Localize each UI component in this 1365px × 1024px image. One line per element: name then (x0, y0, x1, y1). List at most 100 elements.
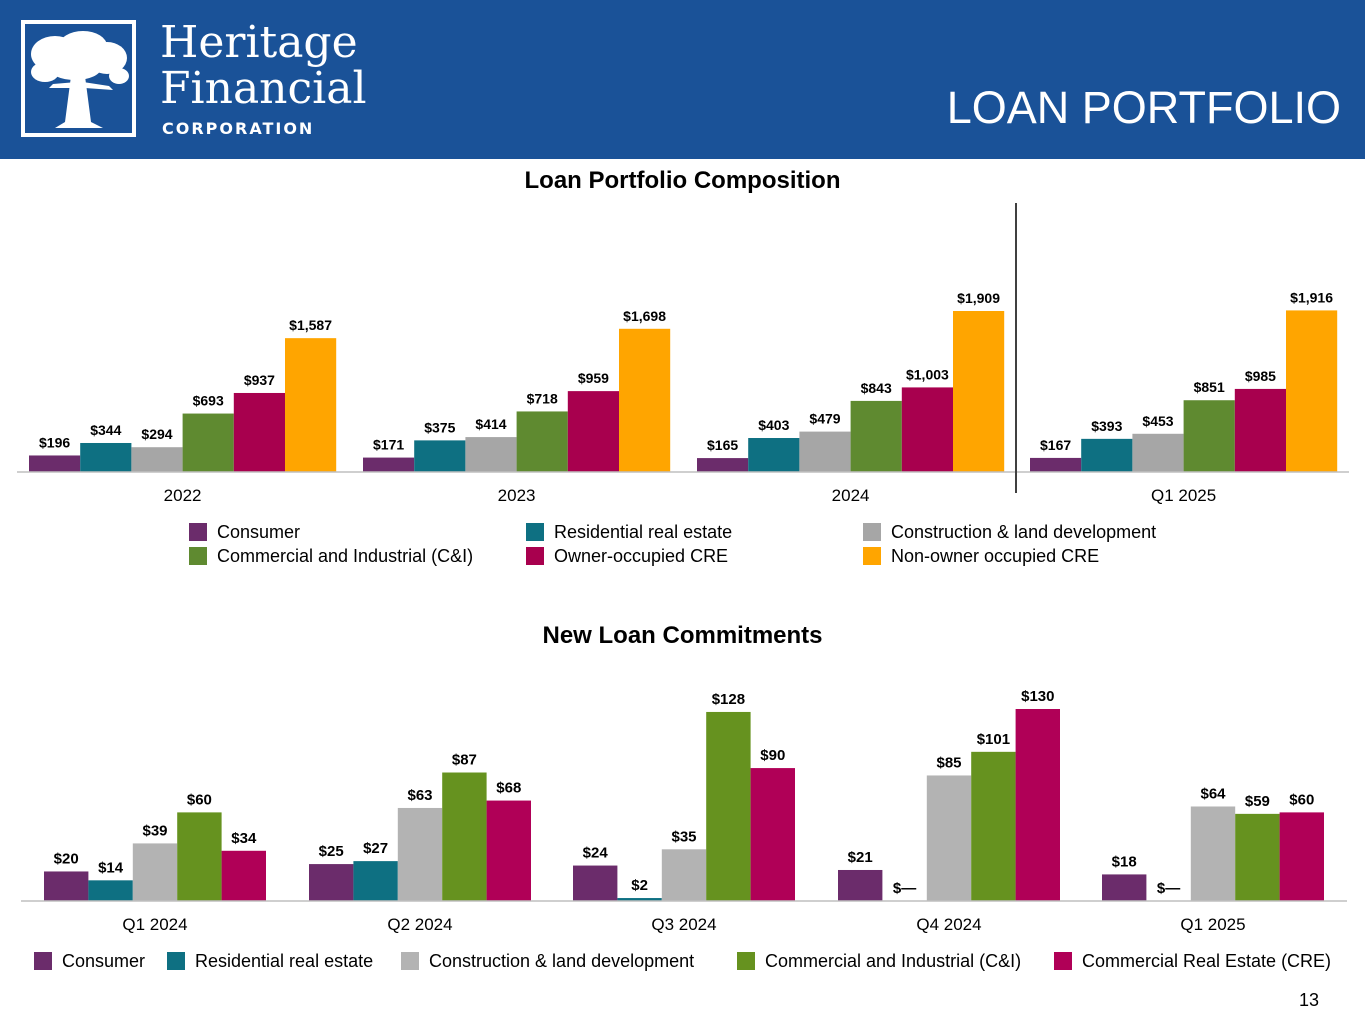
bar-consumer-q3-2024 (573, 865, 618, 901)
bar-construction-land-development-q3-2024 (661, 849, 707, 901)
legend-swatch-consumer (189, 523, 207, 541)
data-label-construction-land-development-q1-2024: $39 (142, 822, 167, 839)
bar-commercial-and-industrial-c-i-q3-2024 (706, 711, 751, 901)
legend-swatch-commercial-and-industrial-c-i (737, 952, 755, 970)
x-tick-label-2024: 2024 (832, 486, 870, 505)
data-label-residential-real-estate-2022: $344 (90, 422, 121, 438)
data-label-owner-occupied-cre-2022: $937 (244, 372, 275, 388)
data-label-non-owner-occupied-cre-2022: $1,587 (289, 317, 332, 333)
data-label-residential-real-estate-q1-2025: $393 (1091, 418, 1122, 434)
bar-construction-land-development-q1-2025 (1190, 806, 1236, 901)
bar-non-owner-occupied-cre-2024 (953, 311, 1005, 472)
data-label-commercial-and-industrial-c-i-q2-2024: $87 (452, 752, 477, 769)
data-label-commercial-and-industrial-c-i-2024: $843 (861, 380, 892, 396)
bar-non-owner-occupied-cre-q1-2025 (1286, 310, 1338, 472)
bar-commercial-real-estate-cre-q1-2024 (221, 850, 266, 901)
data-label-non-owner-occupied-cre-2023: $1,698 (623, 308, 666, 324)
data-label-consumer-q3-2024: $24 (583, 845, 609, 862)
bar-commercial-and-industrial-c-i-q2-2024 (442, 772, 487, 901)
data-label-construction-land-development-2024: $479 (809, 411, 840, 427)
data-label-commercial-real-estate-cre-q2-2024: $68 (496, 780, 521, 797)
bar-consumer-q2-2024 (309, 864, 354, 901)
bar-commercial-and-industrial-c-i-2023 (516, 411, 568, 472)
data-label-commercial-and-industrial-c-i-2022: $693 (193, 393, 224, 409)
x-tick-label-2023: 2023 (498, 486, 536, 505)
legend-swatch-consumer (34, 952, 52, 970)
data-label-commercial-and-industrial-c-i-q4-2024: $101 (977, 731, 1010, 748)
bar-residential-real-estate-q1-2025 (1081, 438, 1133, 472)
legend-label-commercial-and-industrial-c-i: Commercial and Industrial (C&I) (765, 951, 1021, 971)
data-label-residential-real-estate-2023: $375 (424, 419, 455, 435)
bar-owner-occupied-cre-2023 (567, 391, 619, 472)
legend-label-commercial-and-industrial-c-i: Commercial and Industrial (C&I) (217, 546, 473, 566)
legend-swatch-construction-land-development (863, 523, 881, 541)
bar-commercial-real-estate-cre-q1-2025 (1279, 812, 1324, 901)
bar-commercial-and-industrial-c-i-2022 (182, 413, 234, 472)
data-label-commercial-and-industrial-c-i-q3-2024: $128 (712, 691, 745, 708)
data-label-consumer-q1-2024: $20 (54, 850, 79, 867)
bar-non-owner-occupied-cre-2022 (285, 338, 337, 472)
page-title: LOAN PORTFOLIO (946, 82, 1341, 133)
data-label-construction-land-development-2022: $294 (141, 426, 172, 442)
bar-consumer-2022 (29, 455, 81, 472)
legend-swatch-owner-occupied-cre (526, 547, 544, 565)
data-label-consumer-q4-2024: $21 (848, 849, 873, 866)
bar-construction-land-development-q2-2024 (397, 807, 443, 901)
data-label-consumer-q2-2024: $25 (319, 843, 344, 860)
bar-construction-land-development-2022 (131, 447, 183, 472)
data-label-construction-land-development-q2-2024: $63 (407, 787, 432, 804)
data-label-owner-occupied-cre-2024: $1,003 (906, 366, 949, 382)
data-label-construction-land-development-q3-2024: $35 (671, 828, 696, 845)
data-label-non-owner-occupied-cre-q1-2025: $1,916 (1290, 289, 1333, 305)
legend-label-construction-land-development: Construction & land development (891, 522, 1156, 542)
new-loan-commitments-chart: $20 $14 $39 $60 $34 Q1 2024 $25 $27 $63 $87 $68 Q2 … (21, 688, 1347, 971)
bar-residential-real-estate-2022 (80, 442, 132, 472)
legend-swatch-residential-real-estate (526, 523, 544, 541)
bar-commercial-and-industrial-c-i-2024 (850, 400, 902, 472)
bar-commercial-and-industrial-c-i-q1-2024 (177, 812, 222, 901)
bar-consumer-2024 (697, 458, 749, 472)
bar-construction-land-development-2023 (465, 437, 517, 472)
bar-commercial-real-estate-cre-q2-2024 (486, 800, 531, 901)
bar-consumer-q1-2025 (1030, 457, 1082, 472)
bar-residential-real-estate-q1-2024 (88, 880, 133, 901)
bar-commercial-real-estate-cre-q4-2024 (1015, 709, 1060, 901)
data-label-consumer-q1-2025: $167 (1040, 437, 1071, 453)
chart-title-commitments: New Loan Commitments (542, 622, 823, 649)
data-label-construction-land-development-q1-2025: $453 (1142, 413, 1173, 429)
bar-commercial-and-industrial-c-i-q1-2025 (1183, 400, 1235, 472)
data-label-commercial-and-industrial-c-i-2023: $718 (527, 390, 558, 406)
header-banner: Heritage Financial CORPORATION LOAN PORT… (0, 0, 1365, 159)
bar-construction-land-development-2024 (799, 431, 851, 472)
data-label-consumer-2023: $171 (373, 437, 404, 453)
brand-name-line2: Financial (160, 63, 367, 114)
x-tick-label-q4-2024: Q4 2024 (916, 915, 981, 934)
data-label-residential-real-estate-q4-2024: $— (893, 880, 916, 897)
data-label-commercial-real-estate-cre-q3-2024: $90 (760, 747, 785, 764)
brand-name: Heritage Financial (160, 20, 367, 112)
bar-commercial-real-estate-cre-q3-2024 (750, 768, 795, 901)
brand-name-line1: Heritage (160, 17, 358, 68)
data-label-owner-occupied-cre-q1-2025: $985 (1245, 368, 1276, 384)
data-label-residential-real-estate-q1-2025: $— (1157, 880, 1180, 897)
data-label-commercial-and-industrial-c-i-q1-2025: $851 (1194, 379, 1225, 395)
x-tick-label-q3-2024: Q3 2024 (651, 915, 716, 934)
bar-commercial-and-industrial-c-i-q1-2025 (1235, 813, 1280, 901)
bar-commercial-and-industrial-c-i-q4-2024 (971, 751, 1016, 901)
bar-consumer-q1-2024 (44, 871, 89, 901)
loan-portfolio-composition-chart: $196 $344 $294 $693 $937 $1,587 2022 $171 $375 $4… (17, 203, 1349, 566)
bar-residential-real-estate-2024 (748, 438, 800, 472)
x-tick-label-q1-2025: Q1 2025 (1180, 915, 1245, 934)
data-label-commercial-real-estate-cre-q4-2024: $130 (1021, 688, 1054, 705)
page-number: 13 (1298, 990, 1319, 1010)
legend-swatch-commercial-and-industrial-c-i (189, 547, 207, 565)
bar-residential-real-estate-q2-2024 (353, 861, 398, 901)
chart-title-composition: Loan Portfolio Composition (524, 167, 841, 194)
x-tick-label-q1-2024: Q1 2024 (122, 915, 187, 934)
bar-consumer-q1-2025 (1102, 874, 1147, 901)
legend-swatch-commercial-real-estate-cre (1054, 952, 1072, 970)
bar-non-owner-occupied-cre-2023 (619, 328, 671, 472)
data-label-non-owner-occupied-cre-2024: $1,909 (957, 290, 1000, 306)
bar-owner-occupied-cre-2024 (901, 387, 953, 472)
data-label-construction-land-development-2023: $414 (475, 416, 506, 432)
